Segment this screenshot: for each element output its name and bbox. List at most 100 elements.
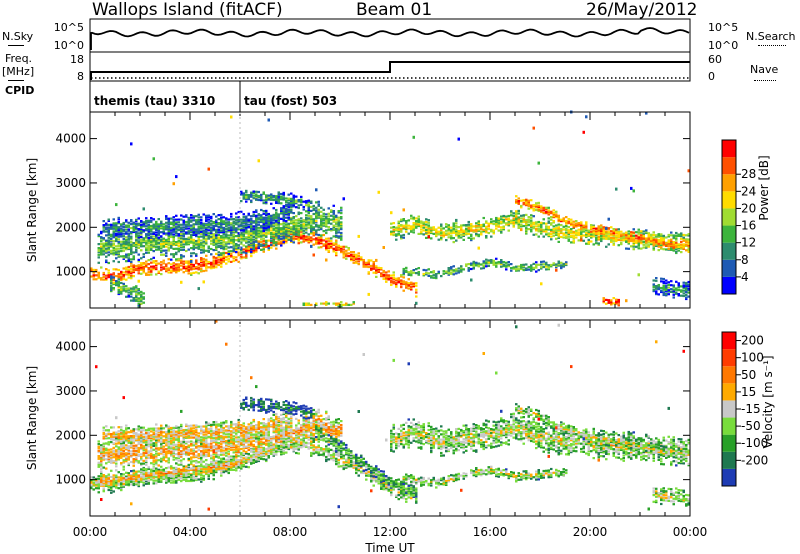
data-cell bbox=[675, 292, 678, 295]
data-cell bbox=[500, 222, 503, 225]
data-cell bbox=[312, 204, 315, 208]
data-cell bbox=[272, 227, 275, 230]
data-cell bbox=[215, 246, 218, 249]
data-cell bbox=[147, 247, 150, 250]
data-cell bbox=[647, 236, 650, 239]
data-cell bbox=[137, 244, 140, 247]
data-cell bbox=[665, 294, 668, 297]
data-cell bbox=[127, 458, 130, 461]
data-cell bbox=[100, 278, 103, 281]
data-cell bbox=[252, 246, 255, 249]
data-cell bbox=[110, 481, 113, 484]
data-cell bbox=[255, 216, 258, 219]
data-cell bbox=[637, 239, 640, 242]
data-cell bbox=[112, 268, 115, 271]
noise-cell bbox=[375, 258, 378, 262]
data-cell bbox=[247, 212, 250, 215]
data-cell bbox=[582, 226, 585, 229]
data-cell bbox=[437, 233, 440, 236]
data-cell bbox=[97, 247, 100, 250]
data-cell bbox=[242, 215, 245, 218]
data-cell bbox=[310, 231, 313, 234]
data-cell bbox=[127, 258, 130, 261]
data-cell bbox=[132, 287, 135, 290]
data-cell bbox=[627, 235, 630, 239]
data-cell bbox=[300, 237, 303, 240]
data-cell bbox=[685, 281, 688, 285]
data-cell bbox=[102, 436, 105, 439]
data-cell bbox=[212, 229, 215, 232]
data-cell bbox=[105, 479, 108, 482]
data-cell bbox=[127, 291, 130, 294]
data-cell bbox=[465, 229, 468, 232]
data-cell bbox=[355, 253, 358, 256]
data-cell bbox=[147, 244, 150, 248]
data-cell bbox=[277, 231, 280, 234]
data-cell bbox=[457, 235, 460, 238]
data-cell bbox=[437, 230, 440, 233]
data-cell bbox=[110, 451, 113, 454]
data-cell bbox=[177, 226, 180, 229]
data-cell bbox=[105, 467, 108, 470]
data-cell bbox=[145, 260, 148, 263]
data-cell bbox=[402, 280, 405, 283]
data-cell bbox=[560, 261, 563, 264]
data-cell bbox=[327, 219, 330, 222]
data-cell bbox=[482, 230, 485, 233]
data-cell bbox=[540, 232, 543, 235]
data-cell bbox=[325, 303, 328, 306]
data-cell bbox=[392, 278, 395, 281]
data-cell bbox=[320, 239, 323, 242]
data-cell bbox=[190, 239, 193, 242]
data-cell bbox=[525, 267, 528, 270]
data-cell bbox=[132, 242, 135, 245]
data-cell bbox=[200, 265, 203, 268]
data-cell bbox=[97, 440, 100, 443]
data-cell bbox=[477, 235, 480, 238]
data-cell bbox=[257, 233, 260, 236]
data-cell bbox=[185, 224, 188, 228]
data-cell bbox=[282, 231, 285, 234]
data-cell bbox=[500, 263, 503, 266]
data-cell bbox=[477, 225, 480, 228]
data-cell bbox=[457, 232, 460, 235]
data-cell bbox=[487, 264, 490, 267]
data-cell bbox=[105, 223, 108, 227]
data-cell bbox=[472, 266, 475, 269]
data-cell bbox=[132, 454, 135, 457]
data-cell bbox=[125, 278, 128, 281]
data-cell bbox=[120, 443, 123, 446]
data-cell bbox=[672, 246, 675, 249]
data-cell bbox=[335, 248, 338, 251]
data-cell bbox=[182, 240, 185, 243]
data-cell bbox=[627, 237, 630, 240]
data-cell bbox=[287, 217, 290, 220]
data-cell bbox=[390, 281, 393, 284]
data-cell bbox=[237, 218, 240, 222]
data-cell bbox=[215, 247, 218, 250]
data-cell bbox=[562, 225, 565, 228]
data-cell bbox=[282, 215, 285, 218]
data-cell bbox=[670, 243, 673, 247]
power-data-cells bbox=[90, 110, 690, 308]
data-cell bbox=[277, 223, 280, 226]
data-cell bbox=[177, 269, 180, 273]
data-cell bbox=[197, 239, 200, 242]
data-cell bbox=[510, 210, 513, 213]
data-cell bbox=[137, 240, 140, 243]
data-cell bbox=[160, 245, 163, 248]
data-cell bbox=[305, 218, 308, 221]
data-cell bbox=[117, 454, 120, 457]
data-cell bbox=[192, 227, 195, 230]
data-cell bbox=[147, 226, 150, 229]
data-cell bbox=[600, 229, 603, 232]
data-cell bbox=[112, 442, 115, 445]
data-cell bbox=[167, 223, 170, 226]
data-cell bbox=[527, 218, 530, 221]
data-cell bbox=[132, 265, 135, 268]
data-cell bbox=[117, 435, 120, 438]
data-cell bbox=[352, 251, 355, 254]
data-cell bbox=[347, 252, 350, 255]
data-cell bbox=[372, 263, 375, 266]
data-cell bbox=[210, 253, 213, 256]
